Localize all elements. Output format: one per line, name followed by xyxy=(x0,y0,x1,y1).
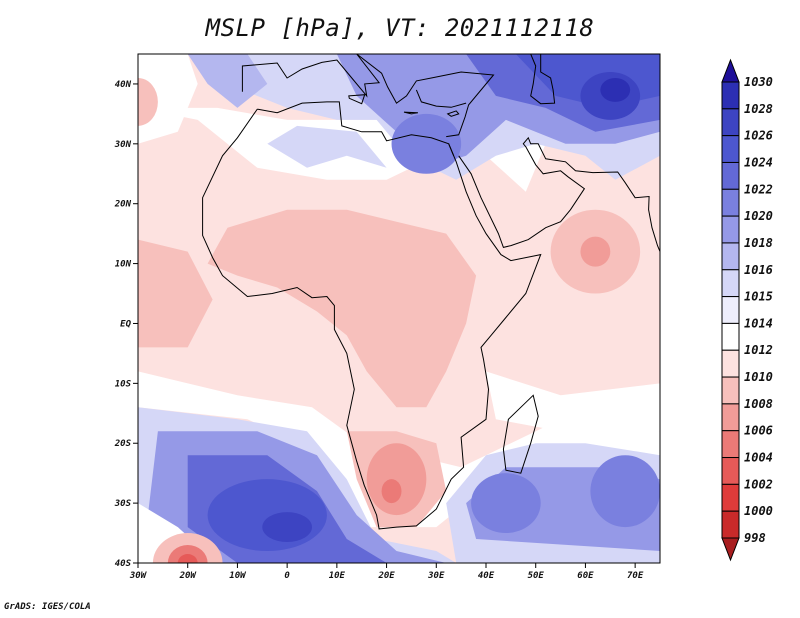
coast-africa xyxy=(202,101,542,530)
x-tick-label: 70E xyxy=(627,571,644,581)
field-1024-satl xyxy=(207,479,327,552)
field-1012-io xyxy=(486,371,660,432)
field-1016-iberia xyxy=(187,54,268,108)
y-tick-label: EQ xyxy=(120,319,131,329)
field-1015-sahara xyxy=(267,125,387,168)
colorbar-label: 1012 xyxy=(744,343,773,357)
colorbar-label: 1020 xyxy=(744,209,773,223)
x-tick-label: 50E xyxy=(528,571,545,581)
y-axis: 40N 30N 20N 10N EQ 10S 20S 30S 40S xyxy=(114,80,138,569)
coastlines xyxy=(202,54,694,530)
colorbar-label: 1028 xyxy=(744,102,773,116)
y-tick-label: 20N xyxy=(114,200,132,210)
field-1012-southband xyxy=(138,371,660,528)
colorbar-box xyxy=(721,242,740,271)
colorbar-label: 1022 xyxy=(744,182,773,196)
x-tick-label: 10E xyxy=(329,571,346,581)
x-tick-label: 0 xyxy=(284,571,290,581)
coast-gulf-of-suez xyxy=(448,143,455,156)
colorbar-box xyxy=(721,269,740,298)
x-tick-label: 20W xyxy=(179,571,198,581)
colorbar-box xyxy=(721,457,740,485)
pressure-field xyxy=(138,54,660,563)
colorbar-box xyxy=(721,510,740,539)
colorbar-box xyxy=(721,108,740,137)
coast-mediterranean-north xyxy=(241,54,495,138)
coast-cyprus xyxy=(446,110,460,117)
colorbar-label: 1016 xyxy=(744,263,773,277)
colorbar-box xyxy=(721,161,740,190)
field-1028-asia xyxy=(600,77,631,102)
colorbar-label: 1030 xyxy=(744,75,773,89)
colorbar-box xyxy=(721,188,740,217)
colorbar-box xyxy=(721,135,740,163)
coast-madagascar xyxy=(502,394,539,474)
field-1020-egypt xyxy=(391,113,462,174)
field-1012-nwlow xyxy=(138,54,198,144)
y-tick-label: 40N xyxy=(115,80,132,90)
colorbar-box xyxy=(721,403,740,432)
colorbar-label: 1004 xyxy=(744,451,773,465)
field-1020-sio-e xyxy=(590,455,660,528)
field-1008-sahel xyxy=(207,209,477,408)
x-tick-label: 20E xyxy=(377,571,395,581)
colorbar-label: 1008 xyxy=(744,397,773,411)
colorbar-box xyxy=(721,483,740,512)
y-tick-label: 20S xyxy=(114,439,132,449)
x-axis: 30W 20W 10W 0 10E 20E 30E 40E 50E 60E 70E xyxy=(129,563,644,581)
coast-caspian xyxy=(530,54,556,105)
colorbar-box xyxy=(721,376,740,405)
colorbar: 1030 1028 1026 1024 1022 1020 1018 1016 1015 1014… xyxy=(721,58,773,562)
y-tick-label: 30N xyxy=(114,140,132,150)
colorbar-label: 1006 xyxy=(744,424,773,438)
field-1008-nwlow xyxy=(138,77,158,126)
colorbar-triangle-bottom xyxy=(721,537,740,562)
field-1002-swlow xyxy=(177,554,198,563)
colorbar-box xyxy=(721,296,740,324)
coast-turkey-south xyxy=(415,89,467,108)
colorbar-label: 1015 xyxy=(744,290,773,304)
x-tick-label: 60E xyxy=(577,571,594,581)
colorbar-label: 1002 xyxy=(744,477,773,491)
colorbar-triangle-top xyxy=(721,58,740,83)
x-tick-label: 30E xyxy=(427,571,445,581)
field-1004-kalahari xyxy=(381,479,402,504)
colorbar-label: 1026 xyxy=(744,129,773,143)
colorbar-box xyxy=(721,215,740,244)
field-1006-arabian xyxy=(580,236,611,267)
field-1026-satl xyxy=(262,512,312,543)
y-tick-label: 10S xyxy=(115,379,132,389)
x-tick-label: 40E xyxy=(478,571,495,581)
field-1022-sio xyxy=(471,473,541,534)
field-1006-kalahari xyxy=(366,443,427,516)
colorbar-box xyxy=(721,81,740,110)
field-1008-ocean xyxy=(138,239,213,348)
y-tick-label: 30S xyxy=(114,499,132,509)
colorbar-label: 1018 xyxy=(744,236,773,250)
colorbar-label: 1000 xyxy=(744,504,773,518)
y-tick-label: 40S xyxy=(115,559,132,569)
chart-title: MSLP [hPa], VT: 2021112118 xyxy=(205,14,595,42)
coast-crete xyxy=(403,111,418,115)
coast-sicily xyxy=(348,94,366,105)
x-tick-label: 10W xyxy=(229,571,247,581)
colorbar-box xyxy=(721,430,740,459)
map-area xyxy=(137,53,694,564)
coast-arabia xyxy=(458,136,660,252)
x-tick-label: 30W xyxy=(129,571,148,581)
y-tick-label: 10N xyxy=(115,260,132,270)
colorbar-label: 1014 xyxy=(744,316,773,330)
coast-sri-lanka xyxy=(684,265,694,288)
colorbar-label: 1024 xyxy=(744,155,773,169)
colorbar-box xyxy=(721,349,740,378)
grads-credit: GrADS: IGES/COLA xyxy=(4,602,91,612)
colorbar-label: 998 xyxy=(744,531,766,545)
colorbar-label: 1010 xyxy=(744,370,773,384)
map-frame xyxy=(137,53,661,564)
colorbar-box xyxy=(721,322,740,351)
